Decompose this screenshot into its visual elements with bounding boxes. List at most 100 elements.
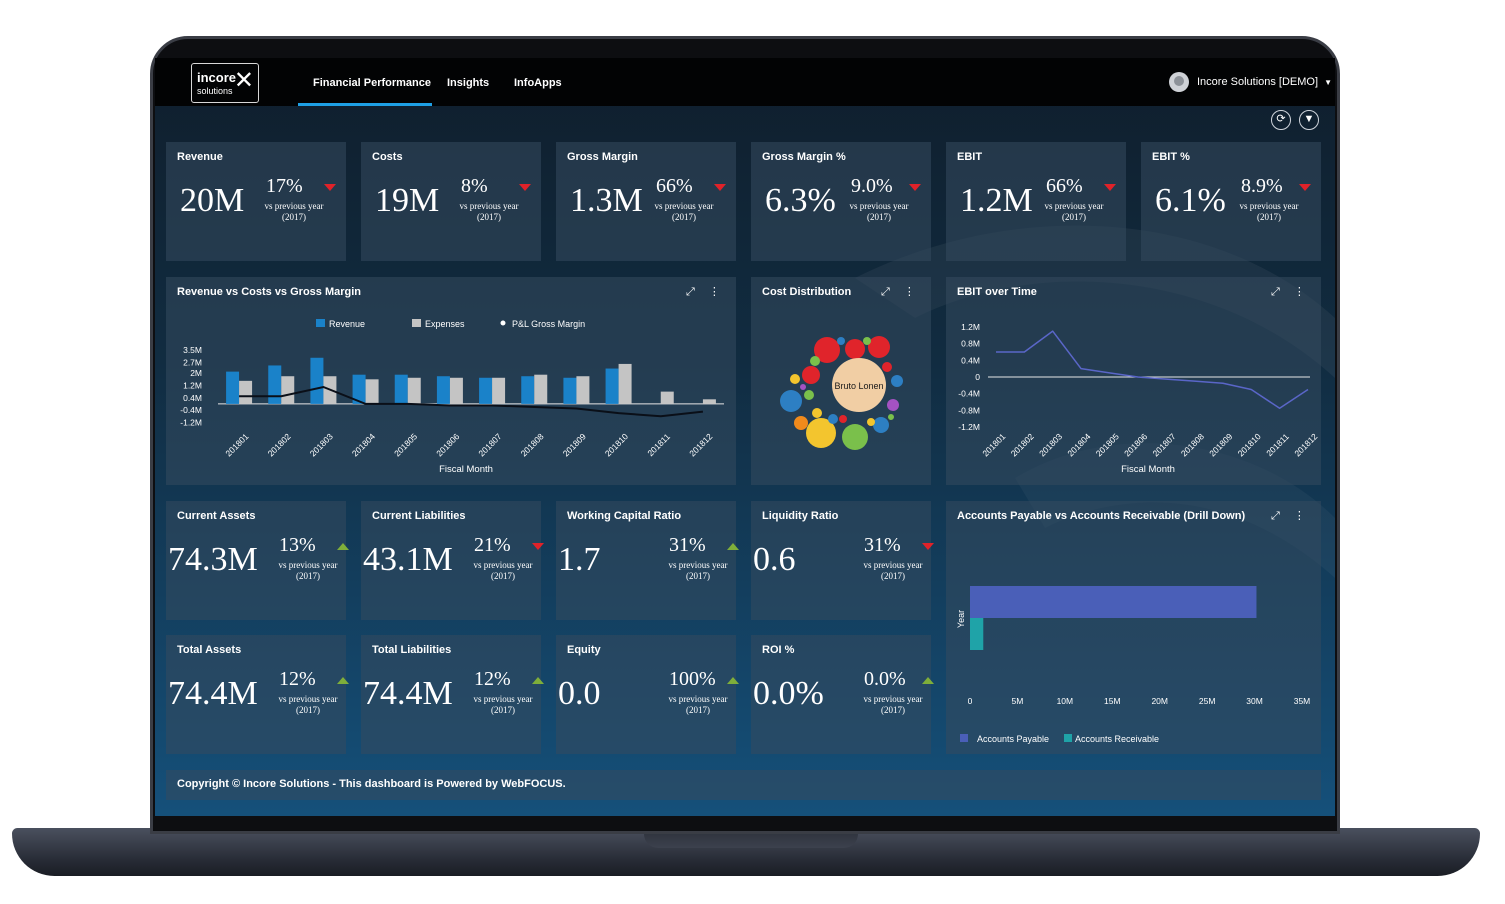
footer-bar: Copyright © Incore Solutions - This dash…	[166, 770, 1321, 800]
trend-up-icon	[727, 543, 739, 550]
kpi-tile[interactable]: Liquidity Ratio 0.6 31% vs previous year (20…	[751, 501, 934, 620]
x-tick-label: 20M	[1151, 696, 1168, 706]
kpi-value: 1.3M	[570, 182, 643, 219]
kpi-title: ROI %	[762, 644, 795, 656]
x-tick-label: 201801	[980, 431, 1007, 458]
x-tick-label: 201806	[434, 431, 461, 458]
refresh-button[interactable]: ⟳	[1271, 110, 1291, 130]
y-tick-label: 1.2M	[183, 380, 202, 390]
kpi-tile[interactable]: EBIT 1.2M 66% vs previous year (2017)	[946, 142, 1126, 261]
more-vertical-icon[interactable]: ⋮	[1293, 510, 1305, 522]
revenue-bar	[563, 377, 577, 404]
kpi-tile[interactable]: Costs 19M 8% vs previous year (2017)	[361, 142, 541, 261]
cost-bubble	[888, 414, 894, 420]
more-vertical-icon[interactable]: ⋮	[708, 286, 720, 298]
expand-icon[interactable]: ⤢	[686, 286, 695, 298]
x-tick-label: 201801	[223, 431, 250, 458]
kpi-tile[interactable]: Gross Margin % 6.3% 9.0% vs previous year (2…	[751, 142, 931, 261]
x-tick-label: 201806	[1122, 431, 1149, 458]
trend-down-icon	[922, 543, 934, 550]
kpi-title: Revenue	[177, 151, 223, 163]
kpi-tile[interactable]: Gross Margin 1.3M 66% vs previous year (2017…	[556, 142, 736, 261]
expand-icon[interactable]: ⤢	[881, 286, 890, 298]
kpi-value: 0.0%	[753, 675, 824, 712]
kpi-value: 74.3M	[168, 541, 258, 578]
trend-down-icon	[1299, 184, 1311, 191]
filter-button[interactable]: ▼	[1299, 110, 1319, 130]
cost-bubble	[780, 390, 802, 412]
kpi-title: Gross Margin %	[762, 151, 846, 163]
y-tick-label: 0.4M	[961, 355, 980, 365]
cost-distribution-tile: Cost Distribution ⤢ ⋮ Bruto Lonen	[751, 277, 931, 485]
x-tick-label: 201803	[308, 431, 335, 458]
x-tick-label: 201803	[1037, 431, 1064, 458]
revenue-bar	[352, 374, 366, 404]
more-vertical-icon[interactable]: ⋮	[903, 286, 915, 298]
trend-down-icon	[532, 543, 544, 550]
y-tick-label: 0.8M	[961, 339, 980, 349]
kpi-title: Liquidity Ratio	[762, 510, 839, 522]
kpi-comparison-label: vs previous year	[668, 560, 728, 570]
kpi-title: Working Capital Ratio	[567, 510, 682, 522]
expand-icon[interactable]: ⤢	[1271, 510, 1280, 522]
expenses-bar	[281, 376, 295, 404]
x-tick-label: 201807	[476, 431, 503, 458]
kpi-value: 6.3%	[765, 182, 836, 219]
kpi-tile[interactable]: Equity 0.0 100% vs previous year (2017)	[556, 635, 739, 754]
ap-ar-bar-chart: Year 0 5M 10M 15M 20M 25M 30M 35M Accounts Payabl…	[956, 586, 1311, 744]
kpi-comparison-year: (2017)	[477, 212, 501, 222]
copyright-text: Copyright © Incore Solutions - This dash…	[177, 778, 566, 790]
company-logo[interactable]: incore solutions ✕	[191, 63, 259, 103]
revenue-bar	[268, 365, 282, 404]
cost-bubble	[810, 356, 820, 366]
cost-distribution-chart: Bruto Lonen	[780, 336, 903, 450]
dashboard-screen: incore solutions ✕ Financial Performance…	[155, 58, 1335, 816]
tab-insights[interactable]: Insights	[447, 77, 490, 89]
kpi-tile[interactable]: Working Capital Ratio 1.7 31% vs previous y…	[556, 501, 739, 620]
expand-icon[interactable]: ⤢	[1271, 286, 1280, 298]
x-tick-label: 201812	[1292, 431, 1319, 458]
tab-infoapps[interactable]: InfoApps	[514, 77, 562, 89]
kpi-change-percent: 8%	[461, 175, 488, 197]
kpi-title: Total Assets	[177, 644, 242, 656]
cost-bubble	[800, 384, 806, 390]
cost-bubble	[887, 399, 899, 411]
kpi-comparison-label: vs previous year	[1239, 201, 1299, 211]
tab-financial-performance[interactable]: Financial Performance	[313, 77, 431, 89]
x-tick-label: 0	[968, 696, 973, 706]
kpi-comparison-label: vs previous year	[654, 201, 714, 211]
x-tick-label: 201809	[561, 431, 588, 458]
kpi-tile[interactable]: Current Assets 74.3M 13% vs previous year (2…	[166, 501, 349, 620]
tile-actions: ⤢ ⋮	[867, 285, 915, 299]
more-vertical-icon[interactable]: ⋮	[1293, 286, 1305, 298]
logo-figure-icon: ✕	[233, 67, 254, 94]
expenses-bar	[534, 374, 548, 404]
kpi-tile[interactable]: Total Assets 74.4M 12% vs previous year (201…	[166, 635, 349, 754]
kpi-value: 0.0	[558, 675, 601, 712]
kpi-tile[interactable]: ROI % 0.0% 0.0% vs previous year (2017)	[751, 635, 934, 754]
revenue-bar	[605, 368, 619, 404]
kpi-comparison-label: vs previous year	[1044, 201, 1104, 211]
kpi-comparison-year: (2017)	[296, 705, 320, 715]
x-tick-label: 201810	[603, 431, 630, 458]
ebit-over-time-tile: EBIT over Time ⤢ ⋮ 1.2M 0.8M 0.4M 0 -0.4M -0.8…	[946, 277, 1321, 485]
expenses-bar	[365, 379, 379, 404]
y-tick-label: 2M	[190, 368, 202, 378]
legend-marker-receivable	[1064, 734, 1072, 742]
y-tick-label: -1.2M	[958, 422, 980, 432]
kpi-comparison-label: vs previous year	[278, 560, 338, 570]
kpi-title: Current Liabilities	[372, 510, 466, 522]
trend-down-icon	[1104, 184, 1116, 191]
x-tick-label: 201808	[1179, 431, 1206, 458]
kpi-tile[interactable]: Total Liabilities 74.4M 12% vs previous yea…	[361, 635, 544, 754]
kpi-title: Costs	[372, 151, 403, 163]
expenses-bar	[239, 380, 253, 404]
kpi-tile[interactable]: EBIT % 6.1% 8.9% vs previous year (2017)	[1141, 142, 1321, 261]
kpi-tile[interactable]: Revenue 20M 17% vs previous year (2017)	[166, 142, 346, 261]
kpi-value: 1.2M	[960, 182, 1033, 219]
kpi-tile[interactable]: Current Liabilities 43.1M 21% vs previous y…	[361, 501, 544, 620]
cost-bubble	[812, 408, 822, 418]
user-menu[interactable]: Incore Solutions [DEMO] ▼	[1169, 72, 1332, 92]
x-tick-label: 35M	[1294, 696, 1311, 706]
chart-title: EBIT over Time	[957, 286, 1037, 298]
